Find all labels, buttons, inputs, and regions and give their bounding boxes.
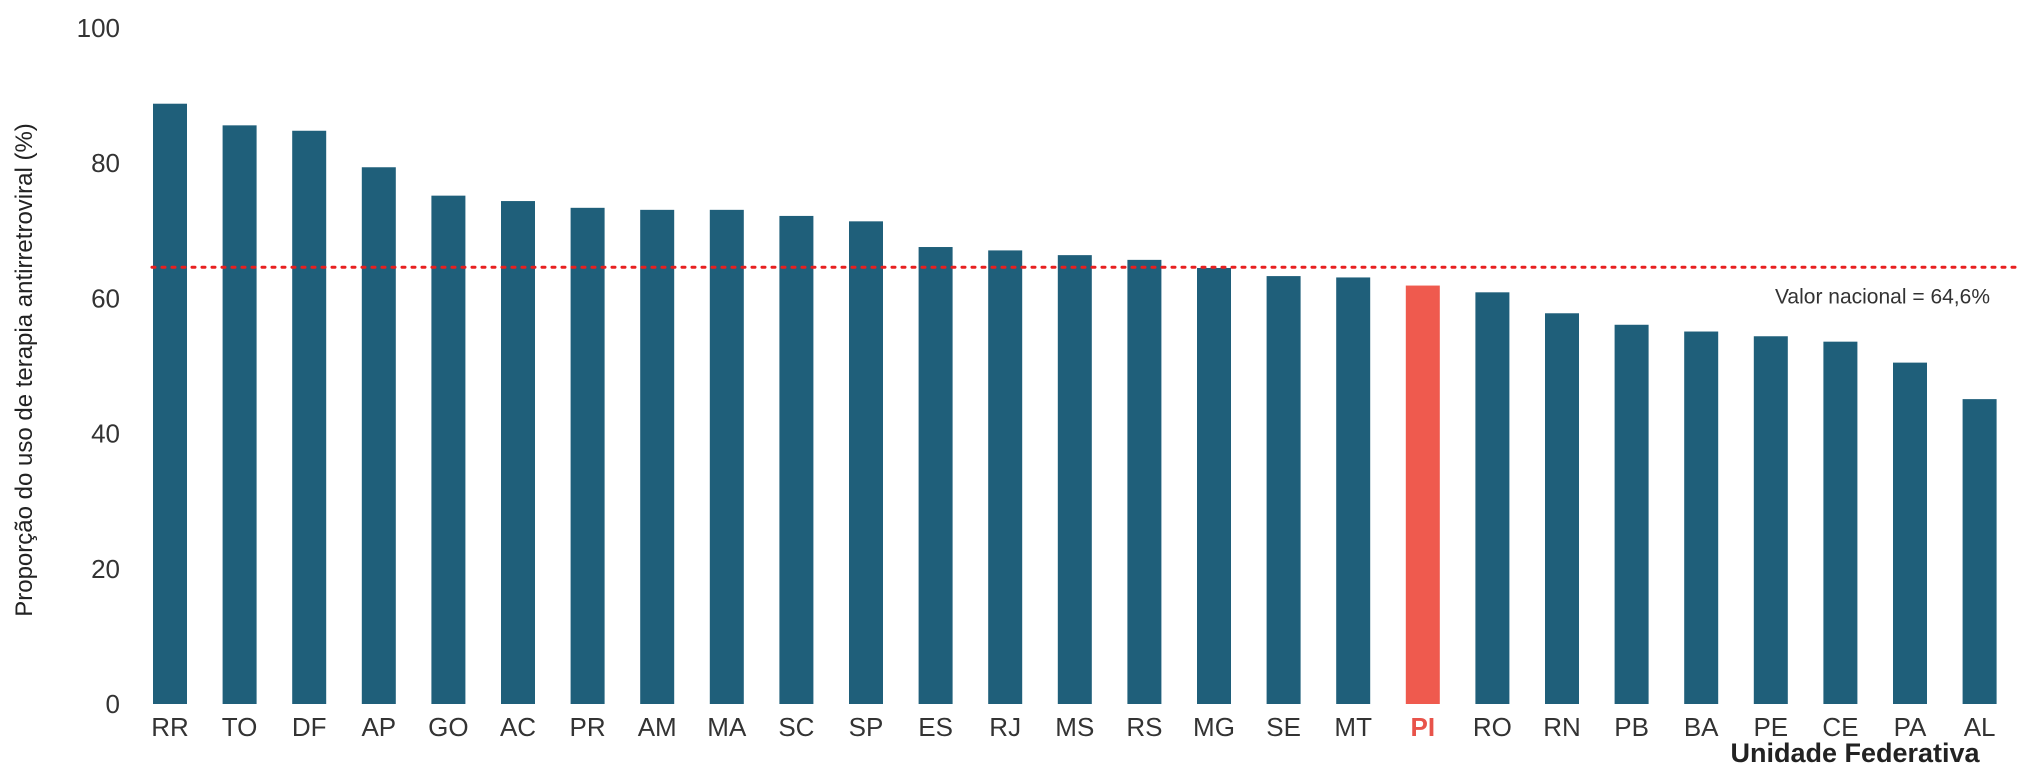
bar-pi: [1405, 285, 1440, 704]
x-tick-label-df: DF: [292, 712, 327, 742]
x-tick-label-pa: PA: [1894, 712, 1927, 742]
y-tick-label: 80: [91, 148, 120, 178]
bar-pe: [1753, 336, 1788, 704]
y-tick-label: 40: [91, 419, 120, 449]
y-axis-title: Proporção do uso de terapia antirretrovi…: [11, 123, 38, 617]
x-tick-label-ba: BA: [1684, 712, 1719, 742]
x-tick-label-mt: MT: [1334, 712, 1372, 742]
bar-ac: [501, 201, 535, 704]
y-tick-label: 60: [91, 283, 120, 313]
bar-se: [1266, 276, 1301, 704]
bar-mt: [1336, 277, 1371, 704]
x-tick-label-ac: AC: [500, 712, 536, 742]
y-tick-label: 100: [77, 13, 120, 43]
x-tick-label-pr: PR: [570, 712, 606, 742]
bar-go: [431, 195, 466, 704]
bar-sp: [849, 221, 883, 704]
bar-df: [292, 130, 327, 704]
x-axis: RR TO DF AP GO AC PR AM MA SC SP ES RJ MS RS MG SE MT PI RO…: [151, 712, 1995, 742]
x-tick-label-pb: PB: [1614, 712, 1649, 742]
x-tick-label-go: GO: [428, 712, 468, 742]
x-axis-title: Unidade Federativa: [1730, 738, 1980, 768]
bar-to: [222, 125, 257, 705]
bar-rs: [1127, 259, 1162, 704]
bar-ap: [361, 167, 396, 705]
x-tick-label-al: AL: [1964, 712, 1996, 742]
bar-rr: [153, 103, 187, 705]
bar-mg: [1197, 267, 1231, 704]
bar-pr: [570, 207, 605, 705]
bar-al: [1962, 399, 1997, 704]
y-tick-label: 20: [91, 554, 120, 584]
x-tick-label-rr: RR: [151, 712, 189, 742]
x-tick-label-pi: PI: [1411, 712, 1436, 742]
bar-rj: [988, 250, 1023, 705]
x-tick-label-rn: RN: [1543, 712, 1581, 742]
x-tick-label-mg: MG: [1193, 712, 1235, 742]
national-average-label: Valor nacional = 64,6%: [1775, 285, 1990, 308]
x-tick-label-se: SE: [1266, 712, 1301, 742]
x-tick-label-rj: RJ: [989, 712, 1021, 742]
x-tick-label-ms: MS: [1055, 712, 1094, 742]
x-tick-label-es: ES: [918, 712, 953, 742]
x-tick-label-sp: SP: [849, 712, 884, 742]
bar-am: [640, 209, 675, 704]
x-tick-label-to: TO: [222, 712, 258, 742]
y-tick-label: 0: [106, 689, 120, 719]
x-tick-label-pe: PE: [1753, 712, 1788, 742]
bar-pa: [1893, 362, 1927, 704]
x-tick-label-ap: AP: [361, 712, 396, 742]
bar-ba: [1684, 331, 1719, 704]
bar-sc: [779, 215, 814, 705]
bar-ro: [1475, 292, 1510, 704]
bar-rn: [1545, 313, 1579, 704]
x-tick-label-ce: CE: [1822, 712, 1858, 742]
x-tick-label-ro: RO: [1473, 712, 1512, 742]
bar-ce: [1823, 341, 1858, 704]
bar-ma: [709, 209, 744, 704]
bars: [153, 103, 1997, 705]
bar-ms: [1057, 255, 1092, 705]
bar-es: [918, 247, 953, 705]
x-tick-label-am: AM: [638, 712, 677, 742]
x-tick-label-sc: SC: [778, 712, 814, 742]
bar-pb: [1614, 324, 1649, 704]
reference-line-group: Valor nacional = 64,6%: [150, 265, 2020, 308]
x-tick-label-ma: MA: [707, 712, 747, 742]
x-tick-label-rs: RS: [1126, 712, 1162, 742]
y-axis: 0 20 40 60 80 100: [77, 13, 120, 719]
